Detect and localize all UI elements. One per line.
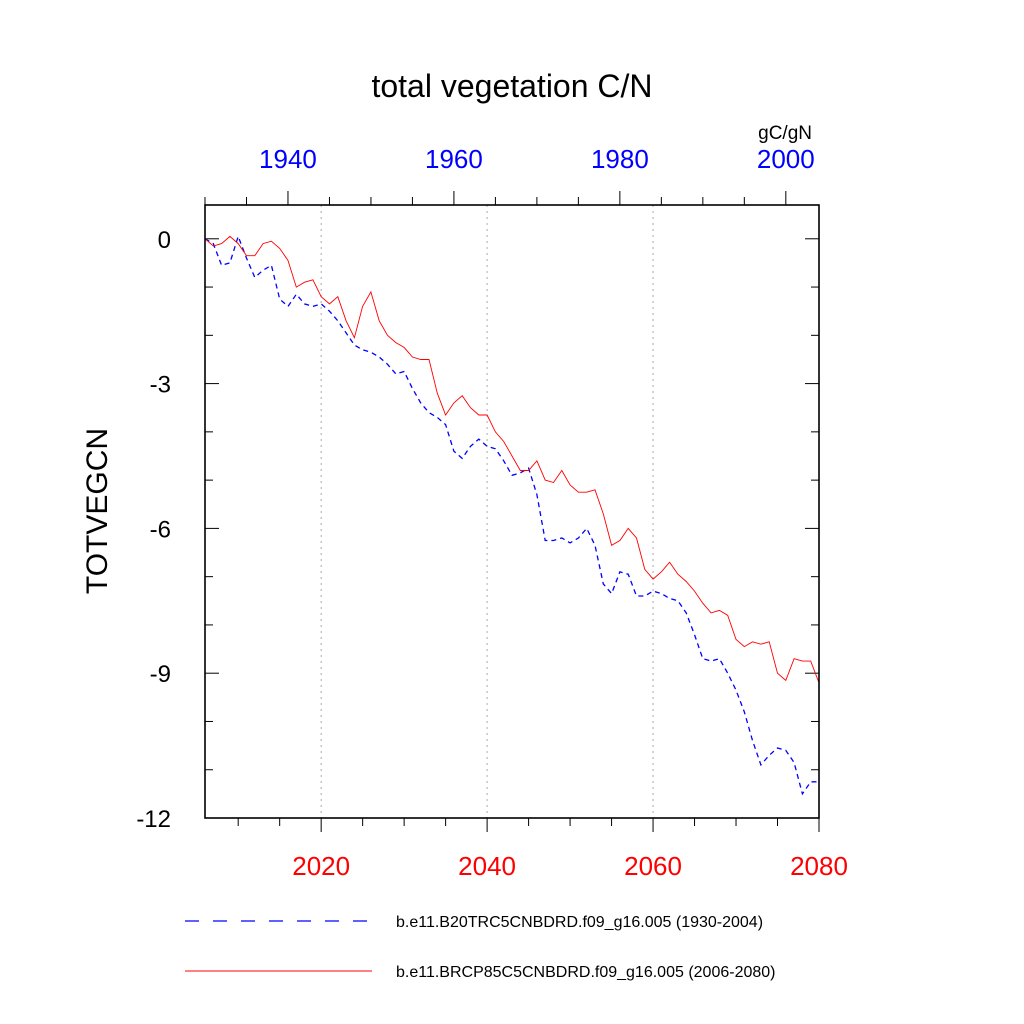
- grid-lines: [320, 205, 654, 818]
- axis-ticks: [204, 191, 820, 832]
- legend-label-rcp85: b.e11.BRCP85C5CNBDRD.f09_g16.005 (2006-2…: [396, 964, 775, 981]
- y-axis-title: TOTVEGCN: [81, 428, 114, 594]
- legend: b.e11.B20TRC5CNBDRD.f09_g16.005 (1930-20…: [185, 914, 775, 981]
- x-bottom-tick-label-2040: 2040: [458, 851, 516, 881]
- y-tick-label-0: 0: [158, 227, 171, 254]
- tick-labels: 0 -3 -6 -9 -12 2020 2040 2060 2080 1940 1960 1980 20…: [136, 144, 848, 881]
- y-tick-label--12: -12: [136, 806, 171, 833]
- y-tick-label--3: -3: [150, 372, 171, 399]
- plot-frame: [204, 204, 820, 819]
- x-bottom-tick-label-2080: 2080: [790, 851, 848, 881]
- legend-label-historical: b.e11.B20TRC5CNBDRD.f09_g16.005 (1930-20…: [396, 914, 763, 931]
- y-tick-label--9: -9: [150, 661, 171, 688]
- x-bottom-tick-label-2020: 2020: [292, 851, 350, 881]
- x-bottom-tick-label-2060: 2060: [624, 851, 682, 881]
- y-tick-label--6: -6: [150, 516, 171, 543]
- units-label: gC/gN: [758, 123, 812, 144]
- x-top-tick-label-2000: 2000: [757, 144, 815, 174]
- series-line-1: [204, 235, 820, 684]
- x-top-tick-label-1940: 1940: [259, 144, 317, 174]
- chart-title: total vegetation C/N: [371, 68, 652, 104]
- plot-series: [204, 234, 820, 796]
- x-top-tick-label-1980: 1980: [591, 144, 649, 174]
- x-top-tick-label-1960: 1960: [425, 144, 483, 174]
- series-line-0: [204, 234, 819, 796]
